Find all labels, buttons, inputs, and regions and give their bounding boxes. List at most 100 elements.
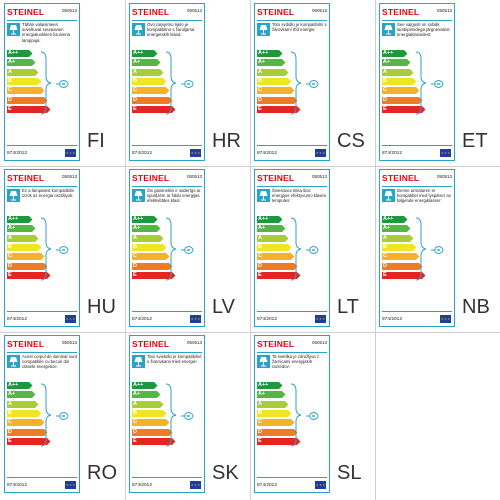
language-code: RO: [87, 462, 117, 484]
steinel-logo: STEINEL: [7, 173, 45, 183]
language-code: SK: [212, 462, 239, 484]
energy-class-label: D: [8, 262, 12, 269]
regulation-number: 874/2012: [132, 317, 153, 322]
energy-class-label: A: [8, 234, 12, 241]
energy-class-label: A+: [383, 59, 391, 66]
energy-class-bar: B: [382, 243, 417, 251]
compatibility-text: Toto svietidlo je kompatibilné s žiarovk…: [147, 354, 202, 365]
energy-class-bar: A: [132, 234, 164, 242]
energy-class-label: B: [133, 243, 137, 250]
energy-class-label: C: [133, 253, 137, 260]
divider: [7, 186, 77, 187]
compatibility-text: Denne armaturen er kompatibel med lyspær…: [397, 188, 451, 204]
bulb-icon: [180, 77, 196, 95]
energy-class-bar: A++: [7, 50, 33, 57]
product-code: 050513: [61, 174, 77, 179]
energy-class-bar: D: [132, 96, 173, 104]
energy-class-label: A: [133, 400, 137, 407]
energy-class-label: B: [8, 243, 12, 250]
energy-class-label: A: [258, 234, 262, 241]
energy-class-label: C: [8, 419, 12, 426]
energy-label-cell: STEINEL 050513 Šviestuvui tinka šios energ…: [250, 166, 375, 332]
brace-icon: [164, 51, 178, 120]
compatibility-text: Acest corpul de iluminat sunt compatibil…: [22, 354, 77, 370]
energy-class-bar: A++: [7, 382, 33, 389]
energy-class-bar: A: [382, 234, 414, 242]
energy-class-label: A: [258, 400, 262, 407]
divider: [257, 477, 327, 478]
energy-class-bar: A+: [132, 225, 161, 233]
divider: [257, 352, 327, 353]
divider: [382, 186, 452, 187]
lamp-icon: [382, 23, 395, 36]
divider: [132, 145, 202, 146]
energy-class-label: C: [383, 87, 387, 94]
energy-class-label: A+: [258, 391, 266, 398]
energy-class-bar: E: [382, 271, 426, 279]
language-code: LV: [212, 296, 235, 318]
energy-class-bar: C: [257, 87, 295, 95]
product-code: 050513: [311, 174, 327, 179]
energy-class-bar: C: [132, 419, 170, 427]
energy-class-bar: A+: [132, 59, 161, 67]
energy-class-label: C: [8, 87, 12, 94]
compatibility-text: See valgusti on sobilik lambipirnidega j…: [397, 22, 450, 38]
energy-class-bar: C: [382, 87, 420, 95]
energy-class-label: C: [258, 419, 262, 426]
energy-class-bar: D: [257, 262, 298, 270]
energy-class-bar: A+: [382, 59, 411, 67]
energy-class-bar: E: [132, 105, 176, 113]
grid-divider: [375, 0, 376, 500]
steinel-logo: STEINEL: [132, 173, 170, 183]
divider: [382, 311, 452, 312]
energy-class-bar: E: [257, 271, 301, 279]
energy-class-bar: A: [132, 68, 164, 76]
energy-class-label: D: [133, 428, 137, 435]
product-code: 050513: [436, 174, 452, 179]
energy-class-label: A: [258, 68, 262, 75]
lamp-icon: [7, 355, 20, 368]
energy-class-label: D: [383, 262, 387, 269]
energy-class-label: E: [8, 271, 12, 278]
energy-class-bar: B: [7, 243, 42, 251]
energy-class-bar: A+: [7, 391, 36, 399]
energy-class-label: A: [8, 400, 12, 407]
energy-class-label: A++: [133, 382, 144, 388]
lamp-icon: [132, 355, 145, 368]
steinel-logo: STEINEL: [257, 7, 295, 17]
eu-flag-icon: ✶ ✶ ✶: [65, 315, 76, 323]
brace-icon: [414, 51, 428, 120]
eu-flag-icon: ✶ ✶ ✶: [315, 315, 326, 323]
energy-class-bar: C: [382, 253, 420, 261]
brace-icon: [289, 383, 303, 452]
energy-class-label: A++: [133, 50, 144, 56]
energy-class-bar: B: [382, 77, 417, 85]
energy-class-bar: D: [7, 428, 48, 436]
energy-class-bar: B: [257, 77, 292, 85]
language-code: NB: [462, 296, 490, 318]
eu-flag-icon: ✶ ✶ ✶: [440, 315, 451, 323]
energy-class-label: E: [258, 437, 262, 444]
lamp-icon: [257, 355, 270, 368]
energy-class-bar: C: [257, 253, 295, 261]
energy-label: STEINEL 050513 Toto svítidlo je kompatibil…: [254, 3, 330, 161]
energy-label-cell: STEINEL 050513 Šis gaismeklis ir saderīgs …: [125, 166, 250, 332]
regulation-number: 874/2012: [257, 151, 278, 156]
brace-icon: [289, 51, 303, 120]
energy-class-label: E: [133, 271, 137, 278]
compatibility-text: Tähän valaisimeen soveltuvat seuraavien …: [22, 22, 71, 43]
energy-label: STEINEL 050513 See valgusti on sobilik lam…: [379, 3, 455, 161]
energy-class-bar: A: [257, 68, 289, 76]
lamp-icon: [382, 189, 395, 202]
language-code: HU: [87, 296, 116, 318]
energy-class-label: A++: [258, 382, 269, 388]
compatibility-text: Šviestuvui tinka šios energijos efektyvu…: [272, 188, 326, 204]
energy-class-label: B: [383, 243, 387, 250]
eu-flag-icon: ✶ ✶ ✶: [440, 149, 451, 157]
steinel-logo: STEINEL: [132, 339, 170, 349]
compatibility-text: Ez a lámpatest kompatibilis izzók az ene…: [22, 188, 75, 199]
brace-icon: [164, 217, 178, 286]
energy-class-bar: A++: [257, 382, 283, 389]
energy-class-label: D: [258, 428, 262, 435]
energy-class-bar: A++: [132, 382, 158, 389]
